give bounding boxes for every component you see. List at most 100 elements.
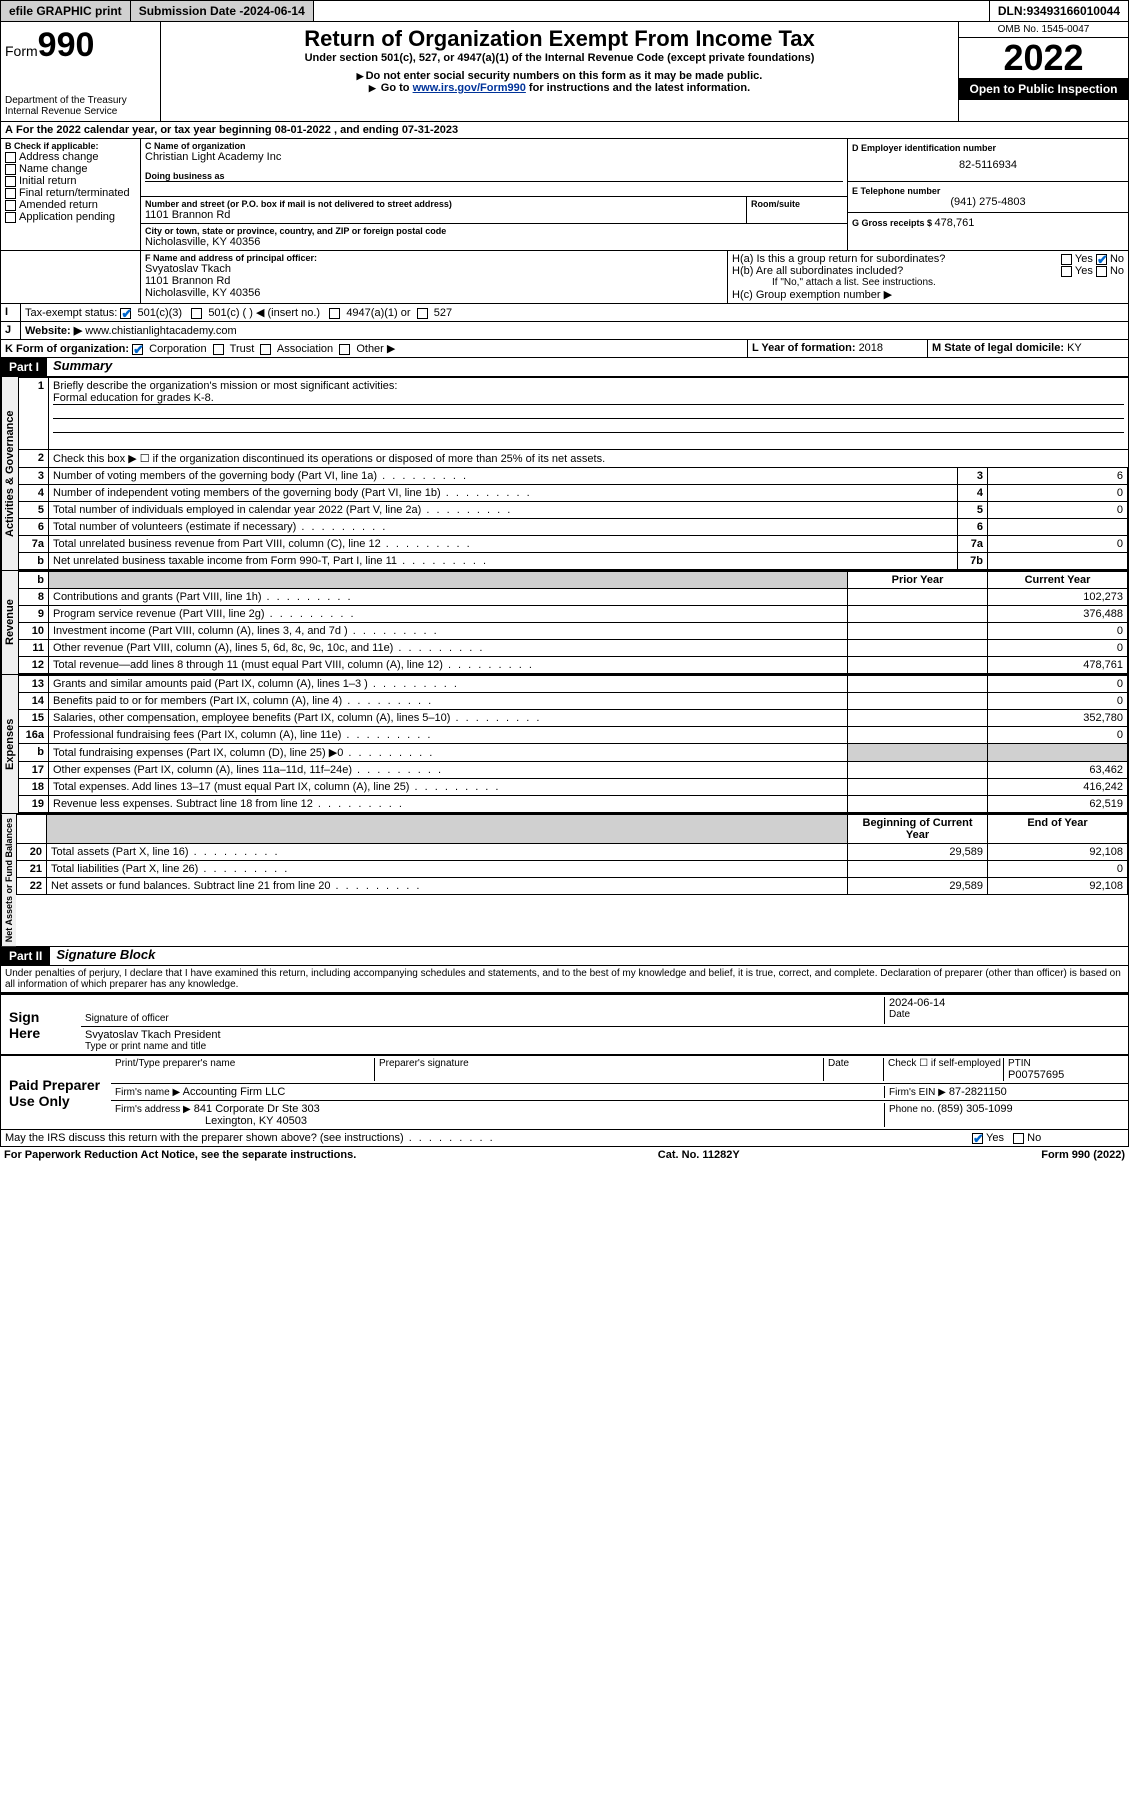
- ptin-value: P00757695: [1008, 1069, 1124, 1081]
- org-address: 1101 Brannon Rd: [145, 209, 742, 221]
- cb-final[interactable]: [5, 188, 16, 199]
- footer-form: Form 990 (2022): [1041, 1149, 1125, 1161]
- header-middle: Return of Organization Exempt From Incom…: [161, 22, 958, 121]
- discuss-no: No: [1027, 1132, 1041, 1144]
- sign-here-label: Sign Here: [1, 995, 81, 1054]
- cb-4947[interactable]: [329, 308, 340, 319]
- klm-block: K Form of organization: Corporation Trus…: [0, 340, 1129, 358]
- table-row: 18Total expenses. Add lines 13–17 (must …: [19, 779, 1128, 796]
- top-toolbar: efile GRAPHIC print Submission Date - 20…: [0, 0, 1129, 22]
- cb-hb-no[interactable]: [1096, 266, 1107, 277]
- firm-name: Accounting Firm LLC: [183, 1086, 286, 1098]
- table-row: 21Total liabilities (Part X, line 26)0: [17, 861, 1128, 878]
- table-row: 15Salaries, other compensation, employee…: [19, 710, 1128, 727]
- prep-date-label: Date: [824, 1058, 884, 1081]
- officer-sig-name: Svyatoslav Tkach President: [85, 1029, 1124, 1041]
- table-row: bTotal fundraising expenses (Part IX, co…: [19, 744, 1128, 762]
- b-label: B Check if applicable:: [5, 141, 136, 151]
- opt-trust: Trust: [230, 343, 255, 355]
- vlabel-netassets: Net Assets or Fund Balances: [1, 814, 16, 946]
- firm-addr1: 841 Corporate Dr Ste 303: [194, 1103, 320, 1115]
- governance-table: 1 Briefly describe the organization's mi…: [18, 377, 1128, 570]
- paid-preparer-block: Paid Preparer Use Only Print/Type prepar…: [0, 1055, 1129, 1130]
- decl-text: Under penalties of perjury, I declare th…: [1, 966, 1128, 992]
- cb-501c3[interactable]: [120, 308, 131, 319]
- firm-ein-label: Firm's EIN ▶: [889, 1087, 946, 1098]
- discuss-yes: Yes: [986, 1132, 1004, 1144]
- note-goto: Go to www.irs.gov/Form990 for instructio…: [165, 82, 954, 94]
- j-label: Website: ▶: [25, 325, 82, 337]
- cb-other[interactable]: [339, 344, 350, 355]
- table-row: 12Total revenue—add lines 8 through 11 (…: [19, 657, 1128, 674]
- cb-ha-yes[interactable]: [1061, 254, 1072, 265]
- cb-501c[interactable]: [191, 308, 202, 319]
- table-row: 6Total number of volunteers (estimate if…: [19, 519, 1128, 536]
- g-label: G Gross receipts $: [852, 218, 935, 228]
- ptin-label: PTIN: [1008, 1058, 1124, 1069]
- declaration: Under penalties of perjury, I declare th…: [0, 966, 1129, 993]
- sign-here-block: Sign Here Signature of officer 2024-06-1…: [0, 993, 1129, 1055]
- sig-date-label: Date: [889, 1009, 1124, 1020]
- cb-discuss-no[interactable]: [1013, 1133, 1024, 1144]
- fh-block: F Name and address of principal officer:…: [0, 251, 1129, 304]
- form-header: Form990 Department of the Treasury Inter…: [0, 22, 1129, 122]
- discuss-row: May the IRS discuss this return with the…: [0, 1130, 1129, 1147]
- k-label: K Form of organization:: [5, 343, 129, 355]
- d-label: D Employer identification number: [852, 143, 1124, 153]
- cb-initial[interactable]: [5, 176, 16, 187]
- firm-addr-label: Firm's address ▶: [115, 1104, 191, 1115]
- cb-hb-yes[interactable]: [1061, 266, 1072, 277]
- revenue-table: b Prior Year Current Year 8Contributions…: [18, 571, 1128, 674]
- cb-name-change[interactable]: [5, 164, 16, 175]
- hb-no: No: [1110, 265, 1124, 277]
- note-ssn: Do not enter social security numbers on …: [165, 70, 954, 82]
- cb-ha-no[interactable]: [1096, 254, 1107, 265]
- table-row: 4Number of independent voting members of…: [19, 485, 1128, 502]
- type-name-label: Type or print name and title: [85, 1041, 1124, 1052]
- gross-receipts: 478,761: [935, 217, 975, 229]
- opt-name: Name change: [19, 163, 88, 175]
- year-formation: 2018: [859, 342, 883, 354]
- cb-assoc[interactable]: [260, 344, 271, 355]
- expense-block: Expenses 13Grants and similar amounts pa…: [0, 675, 1129, 814]
- submission-date: 2024-06-14: [243, 4, 304, 18]
- org-name: Christian Light Academy Inc: [145, 151, 843, 163]
- col-prior: Prior Year: [848, 572, 988, 589]
- officer-addr1: 1101 Brannon Rd: [145, 275, 723, 287]
- prep-sig-label: Preparer's signature: [375, 1058, 824, 1081]
- addr-label: Number and street (or P.O. box if mail i…: [145, 199, 742, 209]
- opt-pending: Application pending: [19, 211, 115, 223]
- efile-label: efile GRAPHIC print: [1, 1, 131, 21]
- domicile: KY: [1067, 342, 1082, 354]
- identity-block: B Check if applicable: Address change Na…: [0, 139, 1129, 251]
- cb-trust[interactable]: [213, 344, 224, 355]
- opt-address: Address change: [19, 151, 99, 163]
- section-h: H(a) Is this a group return for subordin…: [728, 251, 1128, 303]
- cb-discuss-yes[interactable]: [972, 1133, 983, 1144]
- cb-corp[interactable]: [132, 344, 143, 355]
- submission-cell: Submission Date - 2024-06-14: [131, 1, 314, 21]
- irs-link[interactable]: www.irs.gov/Form990: [413, 82, 526, 94]
- table-row: 11Other revenue (Part VIII, column (A), …: [19, 640, 1128, 657]
- part1-title: Summary: [47, 358, 112, 376]
- discuss-text: May the IRS discuss this return with the…: [5, 1132, 495, 1144]
- cb-address-change[interactable]: [5, 152, 16, 163]
- line-a-text: For the 2022 calendar year, or tax year …: [16, 124, 275, 136]
- c-name-label: C Name of organization: [145, 141, 843, 151]
- q1-answer: Formal education for grades K-8.: [53, 392, 1124, 405]
- goto-prefix: Go to: [381, 82, 413, 94]
- line-a: A For the 2022 calendar year, or tax yea…: [0, 122, 1129, 139]
- ha-no: No: [1110, 253, 1124, 265]
- opt-amended: Amended return: [19, 199, 98, 211]
- part1-body: Activities & Governance 1 Briefly descri…: [0, 377, 1129, 571]
- cb-amended[interactable]: [5, 200, 16, 211]
- table-row: 19Revenue less expenses. Subtract line 1…: [19, 796, 1128, 813]
- opt-initial: Initial return: [19, 175, 76, 187]
- table-row: bNet unrelated business taxable income f…: [19, 553, 1128, 570]
- page-footer: For Paperwork Reduction Act Notice, see …: [0, 1147, 1129, 1163]
- cb-pending[interactable]: [5, 212, 16, 223]
- cb-527[interactable]: [417, 308, 428, 319]
- firm-ein: 87-2821150: [949, 1086, 1007, 1098]
- ij-block: I Tax-exempt status: 501(c)(3) 501(c) ( …: [0, 304, 1129, 322]
- firm-addr2: Lexington, KY 40503: [115, 1115, 307, 1127]
